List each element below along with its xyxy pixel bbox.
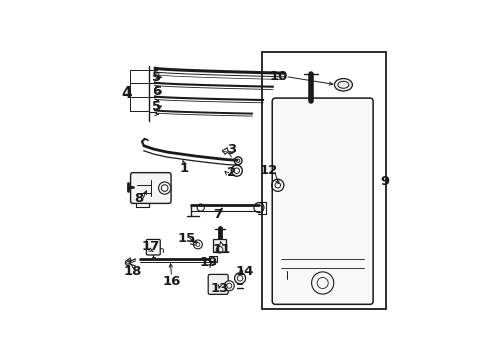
- Text: 3: 3: [226, 143, 235, 156]
- Text: 11: 11: [212, 243, 230, 256]
- Circle shape: [234, 273, 245, 284]
- Text: 12: 12: [259, 164, 277, 177]
- Text: 16: 16: [162, 275, 181, 288]
- Text: 5: 5: [152, 71, 161, 84]
- Bar: [261, 51, 386, 309]
- FancyBboxPatch shape: [130, 173, 171, 203]
- Text: 8: 8: [134, 192, 143, 205]
- Text: 7: 7: [212, 208, 222, 221]
- Text: 6: 6: [152, 85, 161, 98]
- FancyBboxPatch shape: [208, 274, 228, 294]
- Text: 4: 4: [121, 86, 131, 100]
- Bar: [212, 239, 226, 252]
- Circle shape: [224, 281, 234, 291]
- Circle shape: [158, 182, 170, 194]
- Text: 18: 18: [123, 265, 142, 278]
- Text: 1: 1: [179, 162, 188, 175]
- Text: 19: 19: [200, 256, 218, 269]
- Text: 9: 9: [380, 175, 388, 188]
- Text: 13: 13: [210, 282, 229, 295]
- FancyBboxPatch shape: [146, 239, 160, 255]
- Text: 2: 2: [226, 166, 235, 179]
- FancyBboxPatch shape: [272, 98, 372, 304]
- Ellipse shape: [334, 78, 352, 91]
- Text: 15: 15: [177, 232, 195, 245]
- Text: 5: 5: [152, 100, 161, 113]
- Text: 14: 14: [235, 265, 254, 278]
- Bar: [208, 256, 216, 262]
- Text: 10: 10: [268, 70, 287, 83]
- Text: 17: 17: [142, 240, 160, 253]
